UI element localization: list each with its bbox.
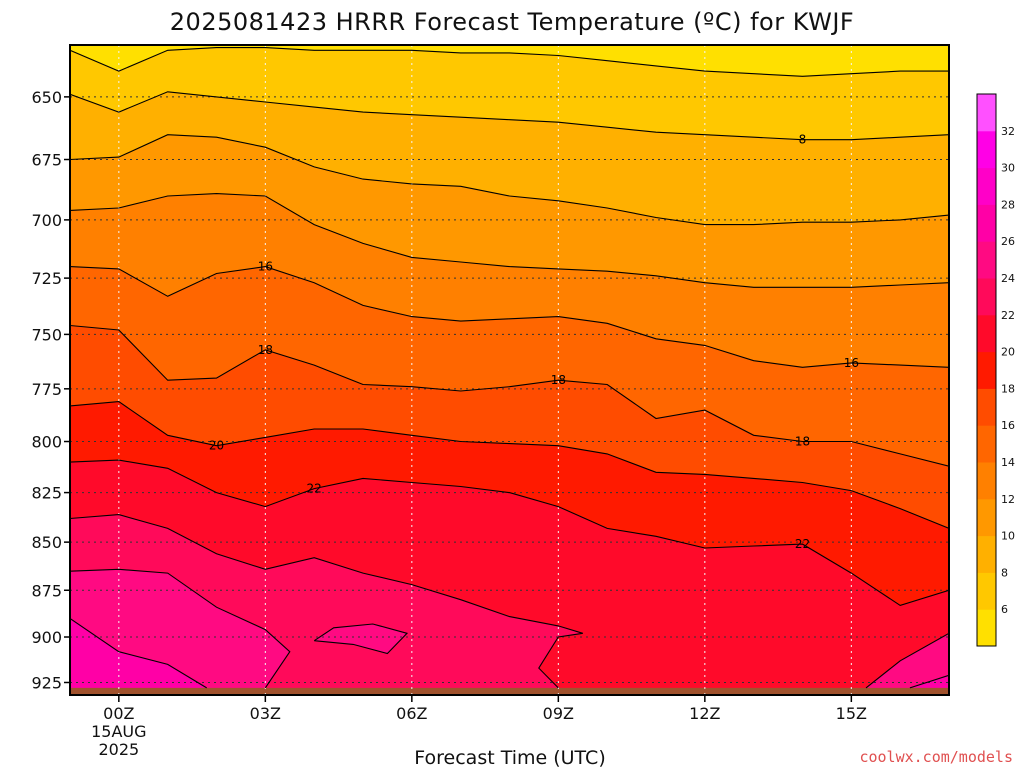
colorbar-swatch-6 [977,388,996,426]
contour-16-5 [70,324,949,467]
y-tick-label-700: 700 [31,211,62,230]
colorbar-swatch-5 [977,425,996,463]
colorbar-swatch-12 [977,167,996,205]
plot-frame [69,44,950,696]
colorbar-tick-14: 14 [1001,456,1015,469]
band-26-12 [70,618,207,695]
y-tick-label-900: 900 [31,628,62,647]
colorbar-swatch-4 [977,462,996,500]
contour-label-2: 18 [258,343,273,357]
band-24-10 [314,624,407,654]
colorbar-swatch-3 [977,498,996,537]
colorbar-tick-16: 16 [1001,419,1015,432]
colorbar-tick-24: 24 [1001,272,1015,285]
ground-fill [70,687,949,695]
y-tick-label-825: 825 [31,484,62,503]
colorbar-tick-10: 10 [1001,530,1015,543]
band-24-11 [866,633,949,695]
x-tick-label-03Z: 03Z [250,704,281,723]
colorbar-swatch-7 [977,351,996,389]
colorbar-tick-18: 18 [1001,382,1015,395]
contour-label-6: 18 [795,435,810,449]
contour-24-10 [313,623,409,655]
colorbar-swatch-14 [977,94,996,132]
y-tick-label-750: 750 [31,325,62,344]
y-tick-label-850: 850 [31,533,62,552]
credit-text: coolwx.com/models [859,748,1013,766]
colorbar-tick-26: 26 [1001,235,1015,248]
contour-label-5: 20 [209,439,224,453]
contour-10-2 [70,134,949,226]
y-tick-label-650: 650 [31,88,62,107]
colorbar-tick-28: 28 [1001,198,1015,211]
contour-26-12 [70,618,207,689]
contour-label-7: 22 [307,482,322,496]
x-tick-label-12Z: 12Z [689,704,720,723]
grid-lines [70,45,949,695]
colorbar-frame [976,93,997,647]
contour-label-8: 22 [795,537,810,551]
contour-labels: 8 16 18 18 16 20 18 22 22 [209,133,859,551]
colorbar-tick-8: 8 [1001,566,1008,579]
colorbar: 6 8 10 12 14 16 18 20 22 24 26 28 30 32 [976,93,1015,647]
y-tick-label-775: 775 [31,380,62,399]
contour-6-0 [70,47,949,77]
contour-22-8 [70,514,583,689]
colorbar-tick-32: 32 [1001,125,1015,138]
chart-title: 2025081423 HRRR Forecast Temperature (ºC… [170,8,854,36]
colorbar-swatch-1 [977,572,996,610]
colorbar-tick-30: 30 [1001,162,1015,175]
colorbar-swatch-8 [977,314,996,353]
y-tick-label-875: 875 [31,581,62,600]
contour-label-4: 16 [844,356,859,370]
contour-24-9 [70,568,291,689]
y-tick-label-675: 675 [31,151,62,170]
contour-label-1: 16 [258,260,273,274]
ground-surface [70,687,949,695]
contour-14-4 [70,266,949,368]
colorbar-tick-22: 22 [1001,309,1015,322]
colorbar-tick-6: 6 [1001,603,1008,616]
colorbar-swatch-13 [977,130,996,169]
y-tick-label-800: 800 [31,433,62,452]
x-tick-label-09Z: 09Z [543,704,574,723]
colorbar-tick-12: 12 [1001,493,1015,506]
x-axis-label: Forecast Time (UTC) [414,747,605,768]
contour-label-3: 18 [551,373,566,387]
y-tick-label-725: 725 [31,269,62,288]
x-tick-sublabel-0: 15AUG [91,722,146,741]
contour-12-3 [70,193,949,288]
contour-label-0: 8 [799,133,807,147]
contour-20-7 [70,459,949,607]
x-tick-label-06Z: 06Z [396,704,427,723]
y-tick-label-925: 925 [31,673,62,692]
colorbar-swatch-11 [977,204,996,242]
colorbar-tick-20: 20 [1001,346,1015,359]
temperature-bands [70,45,949,695]
contour-lines [70,47,949,689]
x-tick-label-00Z: 00Z [103,704,134,723]
contour-18-6 [70,401,949,529]
colorbar-swatch-9 [977,278,996,316]
colorbar-swatch-10 [977,241,996,279]
x-tick-sublabel-1: 2025 [98,740,139,759]
contour-24-11 [865,632,949,689]
colorbar-swatch-0 [977,609,996,647]
colorbar-swatch-2 [977,535,996,573]
x-tick-label-15Z: 15Z [836,704,867,723]
contour-26-13 [909,674,949,689]
y-axis: 650 675 700 725 750 775 800 825 850 875 900 925 [31,88,70,692]
contour-8-1 [70,91,949,141]
